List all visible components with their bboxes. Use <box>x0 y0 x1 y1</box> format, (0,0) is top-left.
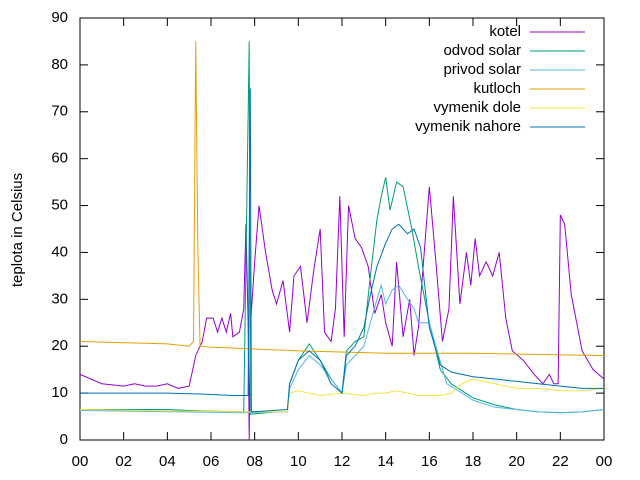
y-tick-label: 40 <box>51 243 68 260</box>
x-tick-label: 00 <box>72 453 89 470</box>
x-tick-label: 02 <box>115 453 132 470</box>
series-line <box>79 283 605 414</box>
series-line <box>79 41 605 357</box>
x-tick-label: 06 <box>203 453 220 470</box>
y-tick-label: 20 <box>51 337 68 354</box>
legend-label: kotel <box>489 23 521 40</box>
x-tick-label: 00 <box>596 453 613 470</box>
y-axis-label: teplota in Celsius <box>9 173 26 287</box>
plot-frame <box>79 17 605 441</box>
legend-label: vymenik nahore <box>415 118 521 135</box>
legend-label: odvod solar <box>443 42 521 59</box>
y-tick-label: 0 <box>60 431 68 448</box>
x-tick-label: 20 <box>508 453 525 470</box>
x-tick-label: 08 <box>246 453 263 470</box>
y-tick-label: 10 <box>51 384 68 401</box>
x-tick-label: 14 <box>377 453 394 470</box>
series-line <box>79 378 605 413</box>
legend-label: privod solar <box>443 61 521 78</box>
legend-label: vymenik dole <box>433 99 521 116</box>
x-tick-label: 18 <box>465 453 482 470</box>
y-tick-label: 90 <box>51 9 68 26</box>
x-tick-label: 04 <box>159 453 176 470</box>
series-line <box>80 88 604 413</box>
y-tick-label: 60 <box>51 150 68 167</box>
x-tick-label: 16 <box>421 453 438 470</box>
x-tick-label: 10 <box>290 453 307 470</box>
series-line <box>80 41 605 415</box>
x-tick-label: 12 <box>334 453 351 470</box>
x-tick-label: 22 <box>552 453 569 470</box>
y-tick-label: 80 <box>51 56 68 73</box>
legend-label: kutloch <box>473 80 521 97</box>
y-tick-label: 70 <box>51 103 68 120</box>
y-tick-label: 30 <box>51 290 68 307</box>
series-line <box>79 186 605 441</box>
y-tick-label: 50 <box>51 197 68 214</box>
